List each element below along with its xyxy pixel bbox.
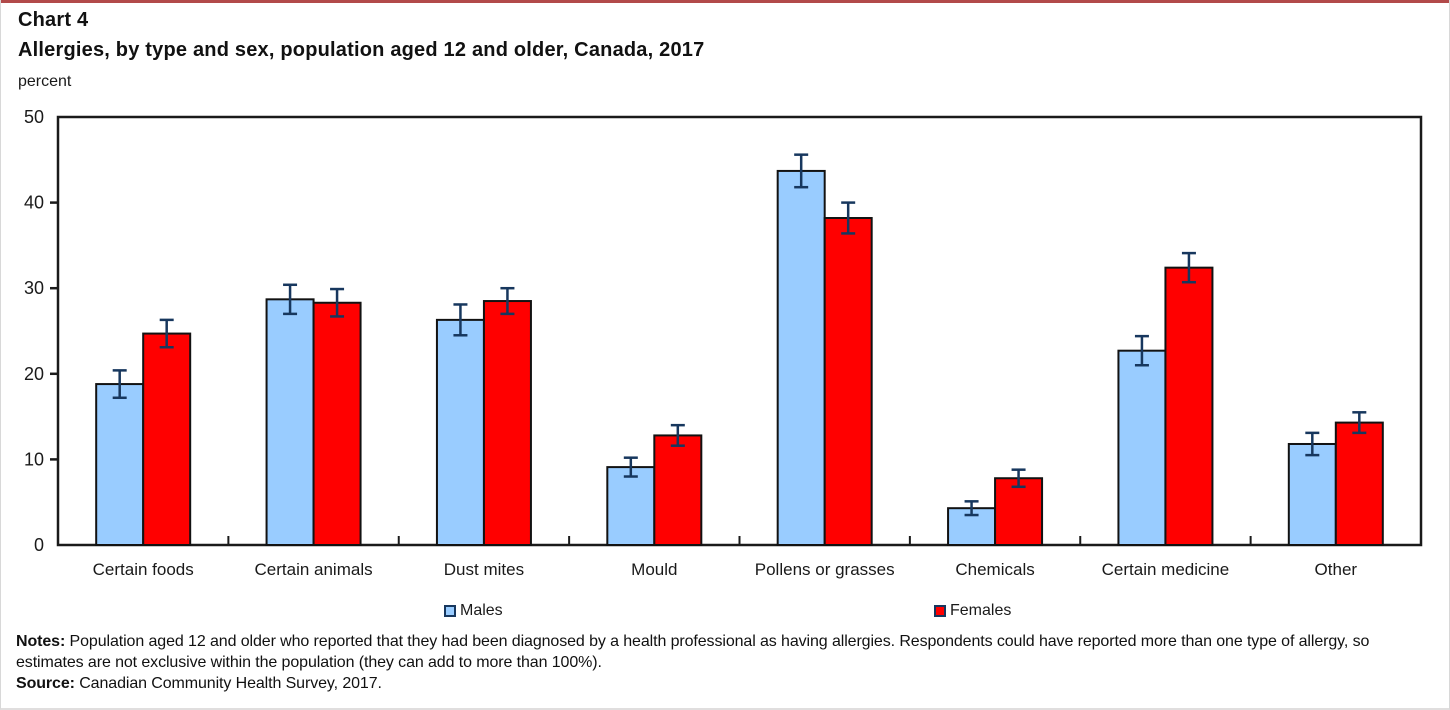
males-legend-swatch-icon bbox=[444, 605, 456, 617]
legend-item-females: Females bbox=[934, 602, 1011, 620]
legend-label-females: Females bbox=[950, 602, 1012, 619]
bar-females-6 bbox=[1164, 266, 1214, 546]
category-label: Pollens or grasses bbox=[755, 560, 895, 579]
category-label: Certain animals bbox=[255, 560, 373, 579]
bar-males-6 bbox=[1117, 349, 1167, 546]
y-axis-tick-label: 20 bbox=[24, 364, 44, 384]
y-axis-tick-label: 30 bbox=[24, 278, 44, 298]
category-label: Other bbox=[1315, 560, 1358, 579]
bar-chart: 0 10 20 30 40 50 Certain foods Certain animals D… bbox=[24, 107, 1423, 579]
y-axis-unit-label: percent bbox=[18, 73, 72, 90]
category-label: Certain medicine bbox=[1102, 560, 1230, 579]
bar-females-2 bbox=[482, 300, 532, 546]
chart-footer: Notes: Population aged 12 and older who … bbox=[16, 631, 1436, 694]
y-axis-tick-label: 0 bbox=[34, 535, 44, 555]
bar-females-3 bbox=[653, 434, 703, 547]
plot-box bbox=[56, 115, 1423, 547]
females-legend-swatch-icon bbox=[934, 605, 946, 617]
bar-males-4 bbox=[776, 169, 826, 546]
top-accent-bar bbox=[1, 0, 1449, 3]
y-axis-tick-label: 40 bbox=[24, 193, 44, 213]
chart-header: Chart 4 Allergies, by type and sex, popu… bbox=[18, 9, 704, 62]
legend-item-males: Males bbox=[444, 602, 503, 620]
bar-females-4 bbox=[823, 217, 873, 547]
source-label: Source: bbox=[16, 675, 75, 692]
category-label: Mould bbox=[631, 560, 677, 579]
notes-line: Notes: Population aged 12 and older who … bbox=[16, 631, 1436, 673]
bar-males-0 bbox=[95, 383, 145, 546]
category-label: Certain foods bbox=[93, 560, 194, 579]
bar-males-1 bbox=[265, 298, 315, 546]
notes-label: Notes: bbox=[16, 633, 66, 650]
legend-label-males: Males bbox=[460, 602, 503, 619]
bar-males-2 bbox=[435, 318, 485, 546]
bar-males-3 bbox=[606, 466, 656, 547]
chart-number-label: Chart 4 bbox=[18, 9, 89, 31]
bar-females-7 bbox=[1334, 421, 1384, 547]
y-axis-tick-label: 50 bbox=[24, 107, 44, 127]
bar-females-5 bbox=[994, 477, 1044, 546]
bar-males-7 bbox=[1287, 442, 1337, 547]
category-label: Chemicals bbox=[955, 560, 1034, 579]
notes-text: Population aged 12 and older who reporte… bbox=[16, 633, 1370, 671]
source-text: Canadian Community Health Survey, 2017. bbox=[74, 675, 382, 692]
source-line: Source: Canadian Community Health Survey… bbox=[16, 673, 1436, 694]
category-label: Dust mites bbox=[444, 560, 524, 579]
y-axis-tick-label: 10 bbox=[24, 449, 44, 469]
bar-females-0 bbox=[142, 332, 192, 546]
bar-females-1 bbox=[312, 301, 362, 546]
chart-title: Allergies, by type and sex, population a… bbox=[18, 39, 705, 61]
